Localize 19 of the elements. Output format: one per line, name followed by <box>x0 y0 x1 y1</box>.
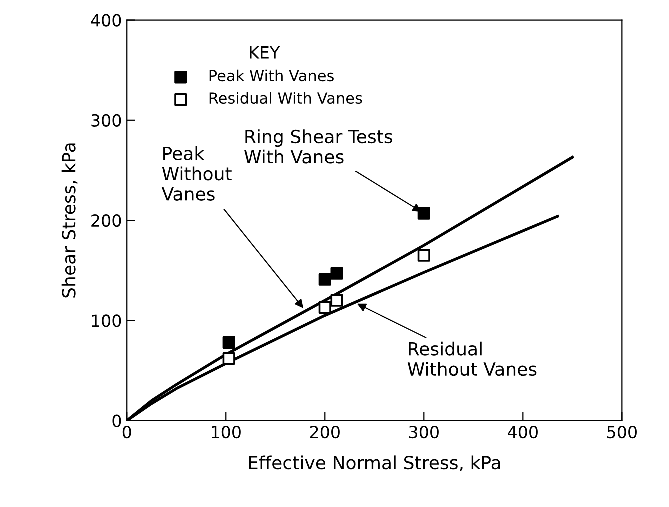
x-tick-label: 200 <box>310 426 340 439</box>
y-tick-label: 100 <box>92 314 122 328</box>
x-tick-label: 500 <box>608 426 637 439</box>
y-axis-title: Shear Stress, kPa <box>62 144 78 298</box>
annotation: Ring Shear Tests With Vanes <box>244 130 392 164</box>
y-tick-label: 300 <box>92 114 122 127</box>
x-tick-label: 0 <box>122 426 132 439</box>
y-tick-label: 400 <box>91 14 122 27</box>
annotation: Peak Without Vanes <box>162 146 232 201</box>
y-tick-label: 200 <box>92 214 122 228</box>
legend-label: Peak With Vanes <box>210 70 334 82</box>
x-tick-label: 400 <box>508 426 538 439</box>
x-tick-label: 300 <box>410 426 439 439</box>
y-tick-label: 0 <box>112 414 122 428</box>
legend-label: Residual With Vanes <box>210 92 362 104</box>
x-tick-label: 100 <box>212 426 241 439</box>
annotation: Residual Without Vanes <box>408 342 537 376</box>
x-axis-title: Effective Normal Stress, kPa <box>249 456 500 472</box>
legend-title: KEY <box>250 46 280 59</box>
